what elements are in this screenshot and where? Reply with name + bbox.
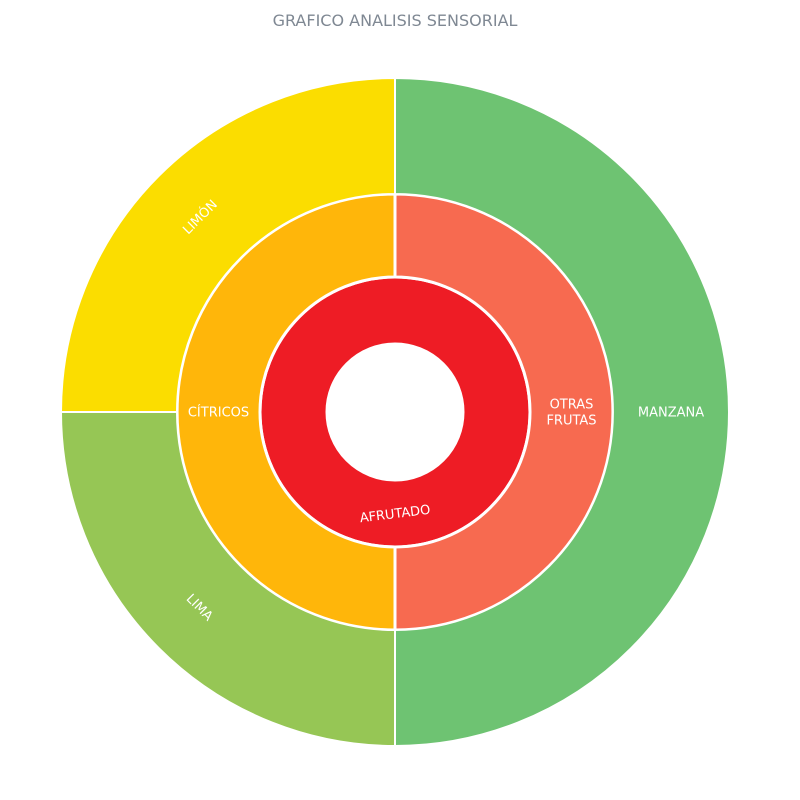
- label-citricos: CÍTRICOS: [188, 405, 249, 421]
- label-manzana: MANZANA: [638, 406, 704, 421]
- segment-lima[interactable]: [59, 411, 396, 748]
- chart-title: GRAFICO ANALISIS SENSORIAL: [272, 11, 518, 30]
- label-otras-frutas: OTRAS FRUTAS: [546, 398, 596, 429]
- segment-limon[interactable]: [59, 76, 396, 413]
- segment-manzana[interactable]: [394, 76, 730, 748]
